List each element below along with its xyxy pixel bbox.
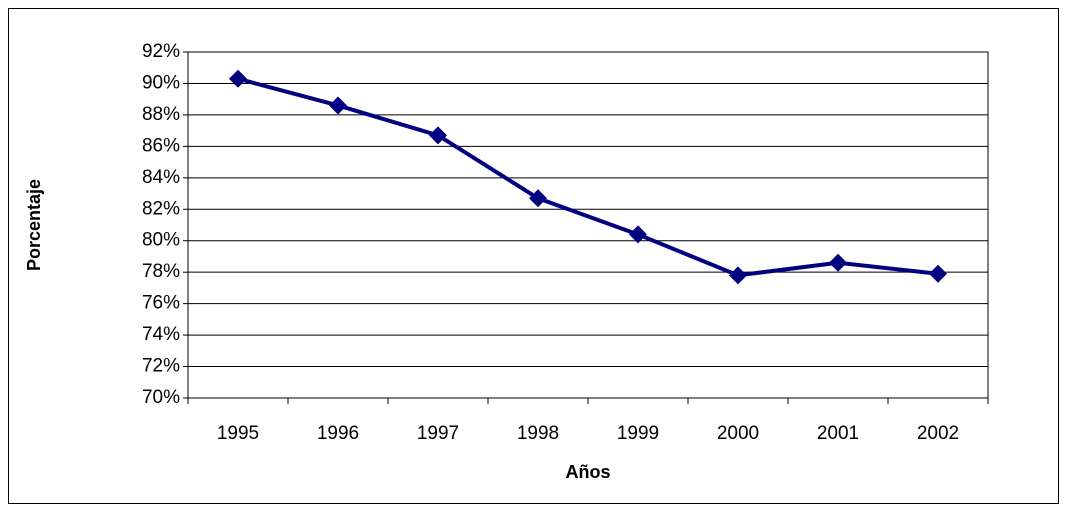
y-tick-label: 80% bbox=[142, 230, 180, 251]
x-tick-label: 1996 bbox=[317, 423, 359, 444]
y-tick-label: 70% bbox=[142, 387, 180, 408]
x-tick-label: 1995 bbox=[217, 423, 259, 444]
x-tick-label: 1999 bbox=[617, 423, 659, 444]
y-tick-label: 72% bbox=[142, 356, 180, 377]
y-tick-label: 88% bbox=[142, 104, 180, 125]
data-point bbox=[729, 266, 747, 285]
y-tick-label: 76% bbox=[142, 293, 180, 314]
x-tick-label: 1997 bbox=[417, 423, 459, 444]
plot-area bbox=[187, 51, 989, 399]
chart-frame bbox=[8, 8, 1059, 504]
y-tick-label: 86% bbox=[142, 135, 180, 156]
data-point bbox=[829, 253, 847, 272]
y-tick-label: 90% bbox=[142, 72, 180, 93]
y-tick-label: 82% bbox=[142, 198, 180, 219]
y-tick-label: 92% bbox=[142, 41, 180, 62]
x-tick-label: 2000 bbox=[717, 423, 759, 444]
data-point bbox=[629, 225, 647, 244]
y-tick-label: 74% bbox=[142, 324, 180, 345]
y-axis-title: Porcentaje bbox=[24, 179, 44, 271]
data-point bbox=[929, 264, 947, 283]
data-point bbox=[429, 126, 447, 145]
x-tick-label: 1998 bbox=[517, 423, 559, 444]
y-tick-label: 78% bbox=[142, 261, 180, 282]
data-line bbox=[237, 76, 939, 278]
data-point bbox=[229, 69, 247, 88]
y-tick-label: 84% bbox=[142, 167, 180, 188]
x-tick-label: 2002 bbox=[917, 423, 959, 444]
data-point bbox=[329, 96, 347, 115]
x-tick-label: 2001 bbox=[817, 423, 859, 444]
x-axis-title: Años bbox=[566, 462, 611, 482]
data-point bbox=[529, 189, 547, 208]
